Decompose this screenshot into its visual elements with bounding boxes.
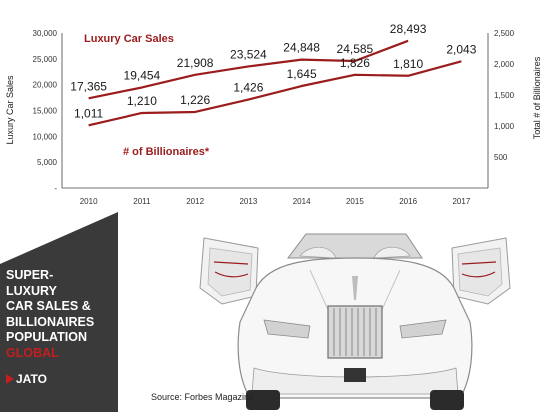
panel-title-line: CAR SALES & — [6, 299, 91, 313]
panel-subtitle: GLOBAL — [6, 346, 59, 360]
x-tick-label: 2011 — [133, 197, 151, 206]
y-tick-label: 15,000 — [33, 107, 58, 116]
data-label-billionaires: 1,810 — [393, 57, 423, 71]
data-label-billionaires: 1,826 — [340, 56, 370, 70]
data-label-billionaires: 1,210 — [127, 94, 157, 108]
combo-line-chart: - 5,000 10,000 15,000 20,000 25,000 30,000 500 1… — [5, 22, 542, 206]
x-tick-label: 2013 — [239, 197, 257, 206]
data-label-billionaires: 2,043 — [446, 42, 476, 56]
y2-tick-label: 1,000 — [494, 122, 515, 131]
x-tick-label: 2012 — [186, 197, 204, 206]
logo-arrow-icon — [6, 374, 14, 384]
data-label-luxury-car-sales: 23,524 — [230, 47, 267, 61]
y2-tick-label: 2,000 — [494, 60, 515, 69]
panel-title-line: BILLIONAIRES — [6, 314, 95, 329]
data-label-luxury-car-sales: 24,848 — [283, 41, 320, 55]
data-label-luxury-car-sales: 28,493 — [390, 22, 427, 36]
data-label-luxury-car-sales: 17,365 — [70, 79, 107, 93]
logo-text: JATO — [16, 372, 47, 386]
series-name-billionaires: # of Billionaires* — [123, 146, 210, 158]
source-note: Source: Forbes Magazine — [151, 392, 255, 402]
chart-axes — [61, 33, 489, 189]
panel-title: SUPER- LUXURY CAR SALES & BILLIONAIRES P… — [6, 268, 118, 346]
chart-ticks: - 5,000 10,000 15,000 20,000 25,000 30,000 500 1… — [33, 29, 515, 206]
y-tick-label: 25,000 — [33, 55, 58, 64]
y2-tick-label: 1,500 — [494, 91, 515, 100]
x-tick-label: 2015 — [346, 197, 364, 206]
y-tick-label: 20,000 — [33, 81, 58, 90]
panel-title-line: SUPER- — [6, 268, 54, 282]
y-tick-label: - — [54, 184, 57, 193]
panel-title-line: POPULATION — [6, 330, 88, 344]
x-tick-label: 2010 — [80, 197, 98, 206]
y2-tick-label: 500 — [494, 153, 508, 162]
data-label-billionaires: 1,645 — [287, 67, 317, 81]
panel-diagonal-cut — [0, 212, 118, 264]
data-label-luxury-car-sales: 24,585 — [337, 42, 374, 56]
x-tick-label: 2016 — [399, 197, 417, 206]
x-tick-label: 2017 — [452, 197, 470, 206]
y-tick-label: 10,000 — [33, 132, 58, 141]
y-tick-label: 5,000 — [37, 158, 58, 167]
jato-logo: JATO — [6, 372, 47, 386]
y-axis-title: Luxury Car Sales — [5, 75, 15, 145]
luxury-convertible-car-image — [199, 233, 511, 410]
y2-tick-label: 2,500 — [494, 29, 515, 38]
chart-data-labels: 17,365 19,454 21,908 23,524 24,848 24,585 28,4… — [70, 22, 476, 121]
line-luxury-car-sales — [88, 39, 409, 100]
data-label-billionaires: 1,426 — [233, 81, 263, 95]
data-label-luxury-car-sales: 21,908 — [177, 56, 214, 70]
panel-title-line: LUXURY — [6, 283, 57, 298]
data-label-billionaires: 1,226 — [180, 93, 210, 107]
chart-lines — [88, 39, 462, 127]
x-tick-label: 2014 — [293, 197, 311, 206]
y-tick-label: 30,000 — [33, 29, 58, 38]
line-billionaires — [88, 60, 462, 127]
data-label-luxury-car-sales: 19,454 — [124, 68, 161, 82]
series-name-luxury-car-sales: Luxury Car Sales — [84, 33, 174, 45]
y2-axis-title: Total # of Billionaires — [532, 56, 542, 139]
data-label-billionaires: 1,011 — [74, 106, 103, 120]
